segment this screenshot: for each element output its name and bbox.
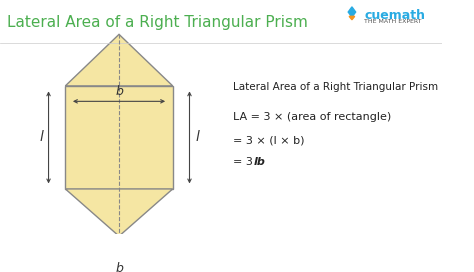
Polygon shape <box>65 34 173 86</box>
Text: l: l <box>195 130 199 144</box>
Text: = 3 × (l × b): = 3 × (l × b) <box>233 136 305 146</box>
Text: cuemath: cuemath <box>364 9 425 21</box>
Text: b: b <box>115 262 123 272</box>
Polygon shape <box>65 86 173 189</box>
Text: LA = 3 × (area of rectangle): LA = 3 × (area of rectangle) <box>233 112 392 122</box>
Text: b: b <box>115 85 123 98</box>
Text: = 3: = 3 <box>233 157 253 167</box>
Text: l: l <box>39 130 43 144</box>
Polygon shape <box>349 16 355 20</box>
Text: Lateral Area of a Right Triangular Prism: Lateral Area of a Right Triangular Prism <box>8 16 309 30</box>
Text: THE MATH EXPERT: THE MATH EXPERT <box>364 19 421 24</box>
Polygon shape <box>348 7 356 17</box>
Text: Lateral Area of a Right Triangular Prism: Lateral Area of a Right Triangular Prism <box>233 82 438 92</box>
Text: lb: lb <box>254 157 266 167</box>
Polygon shape <box>65 189 173 236</box>
